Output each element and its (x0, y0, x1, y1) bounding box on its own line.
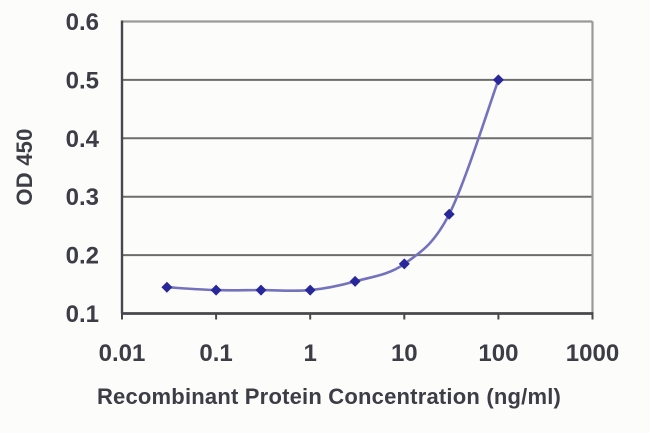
y-tick-label: 0.5 (66, 67, 99, 94)
x-tick-label: 100 (478, 340, 518, 367)
y-tick-label: 0.2 (66, 243, 99, 270)
y-tick-label: 0.6 (66, 9, 99, 36)
data-point-marker (161, 281, 173, 293)
y-tick-label: 0.3 (66, 184, 99, 211)
data-point-marker (398, 258, 410, 270)
x-tick-label: 10 (391, 340, 418, 367)
data-point-marker (492, 74, 504, 86)
x-tick-label: 1 (304, 340, 317, 367)
y-tick-label: 0.4 (66, 126, 100, 153)
data-point-marker (349, 275, 361, 287)
x-tick-label: 1000 (566, 340, 619, 367)
series-line (165, 78, 500, 293)
x-tick-label: 0.1 (199, 340, 232, 367)
data-point-marker (255, 284, 267, 296)
y-tick-label: 0.1 (66, 301, 99, 328)
y-axis-title: OD 450 (12, 128, 37, 206)
data-point-marker (210, 284, 222, 296)
data-point-marker (304, 284, 316, 296)
x-axis-title: Recombinant Protein Concentration (ng/ml… (96, 384, 562, 409)
data-point-marker (443, 208, 455, 220)
x-tick-label: 0.01 (99, 340, 146, 367)
